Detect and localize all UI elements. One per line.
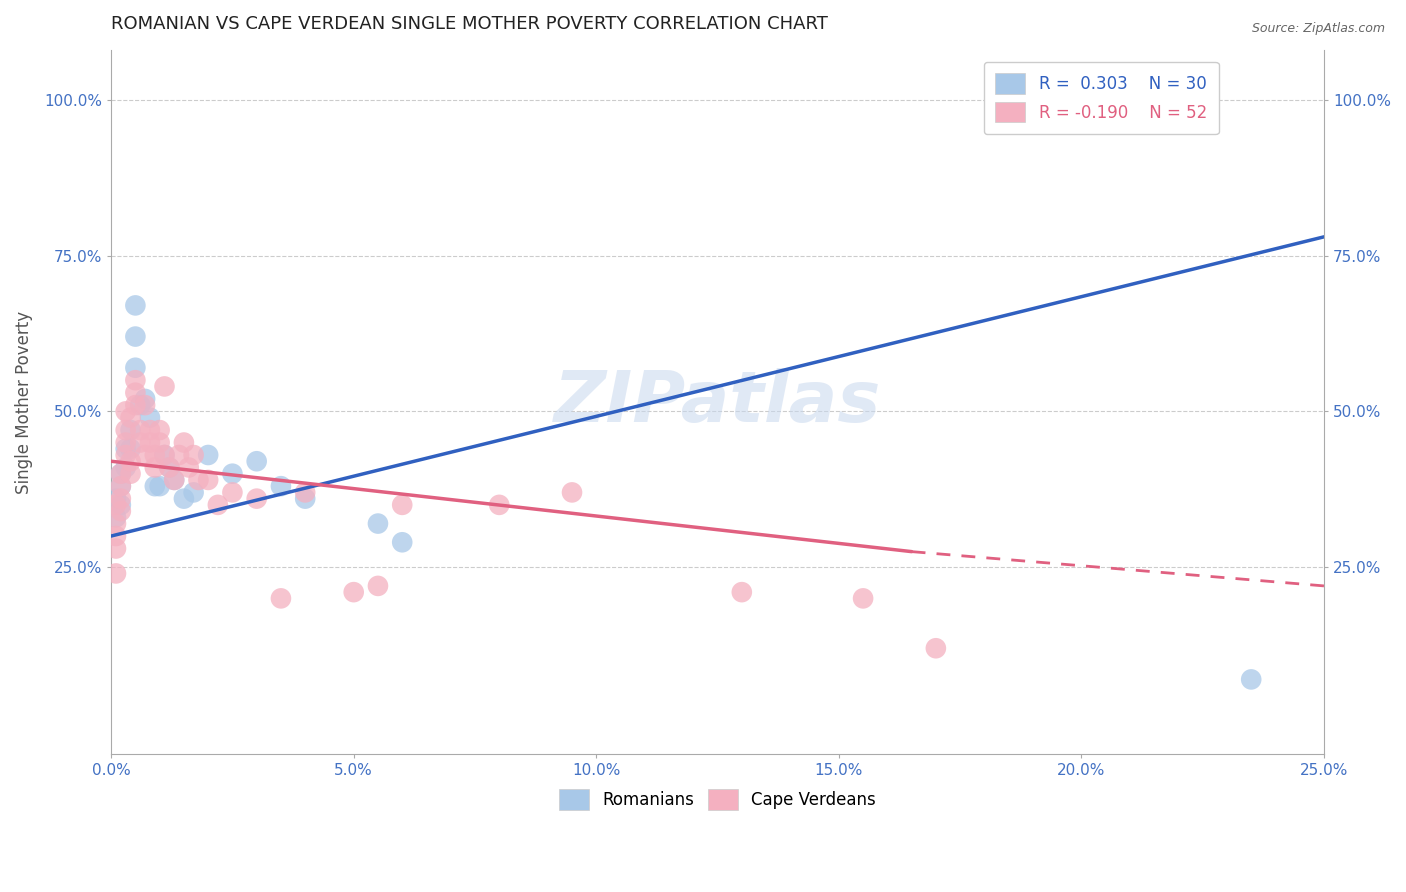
Text: Source: ZipAtlas.com: Source: ZipAtlas.com bbox=[1251, 22, 1385, 36]
Point bbox=[104, 510, 127, 524]
Point bbox=[139, 410, 162, 425]
Point bbox=[110, 479, 132, 493]
Point bbox=[104, 541, 127, 556]
Point bbox=[149, 423, 172, 437]
Point bbox=[852, 591, 875, 606]
Point bbox=[221, 485, 243, 500]
Point bbox=[270, 591, 292, 606]
Point bbox=[207, 498, 229, 512]
Point bbox=[270, 479, 292, 493]
Point bbox=[731, 585, 754, 599]
Point bbox=[246, 454, 269, 468]
Point bbox=[391, 498, 413, 512]
Point bbox=[163, 473, 186, 487]
Point bbox=[110, 498, 132, 512]
Point bbox=[124, 373, 146, 387]
Point bbox=[143, 460, 166, 475]
Point bbox=[143, 479, 166, 493]
Point bbox=[294, 485, 316, 500]
Text: ROMANIAN VS CAPE VERDEAN SINGLE MOTHER POVERTY CORRELATION CHART: ROMANIAN VS CAPE VERDEAN SINGLE MOTHER P… bbox=[111, 15, 828, 33]
Point bbox=[114, 442, 136, 456]
Point bbox=[197, 473, 219, 487]
Point bbox=[124, 398, 146, 412]
Point bbox=[167, 448, 190, 462]
Point bbox=[104, 498, 127, 512]
Point bbox=[114, 460, 136, 475]
Point bbox=[120, 410, 142, 425]
Point bbox=[157, 460, 180, 475]
Point bbox=[124, 329, 146, 343]
Point bbox=[110, 467, 132, 481]
Point bbox=[157, 460, 180, 475]
Point bbox=[134, 392, 156, 406]
Point bbox=[124, 360, 146, 375]
Point bbox=[177, 460, 200, 475]
Point bbox=[153, 379, 176, 393]
Point bbox=[925, 641, 948, 656]
Point bbox=[187, 473, 209, 487]
Point bbox=[183, 485, 205, 500]
Point bbox=[163, 473, 186, 487]
Point bbox=[104, 516, 127, 531]
Y-axis label: Single Mother Poverty: Single Mother Poverty bbox=[15, 310, 32, 493]
Point bbox=[114, 448, 136, 462]
Point bbox=[134, 398, 156, 412]
Point bbox=[110, 479, 132, 493]
Legend: Romanians, Cape Verdeans: Romanians, Cape Verdeans bbox=[553, 782, 883, 816]
Text: ZIPatlas: ZIPatlas bbox=[554, 368, 882, 436]
Point bbox=[139, 435, 162, 450]
Point bbox=[110, 467, 132, 481]
Point bbox=[114, 423, 136, 437]
Point bbox=[120, 423, 142, 437]
Point bbox=[129, 398, 152, 412]
Point bbox=[367, 516, 389, 531]
Point bbox=[343, 585, 366, 599]
Point bbox=[104, 566, 127, 581]
Point bbox=[367, 579, 389, 593]
Point bbox=[149, 479, 172, 493]
Point bbox=[114, 404, 136, 418]
Point bbox=[114, 435, 136, 450]
Point bbox=[561, 485, 583, 500]
Point bbox=[143, 448, 166, 462]
Point bbox=[104, 529, 127, 543]
Point bbox=[1240, 673, 1263, 687]
Point bbox=[124, 385, 146, 400]
Point bbox=[183, 448, 205, 462]
Point bbox=[110, 504, 132, 518]
Point bbox=[129, 423, 152, 437]
Point bbox=[134, 448, 156, 462]
Point bbox=[149, 435, 172, 450]
Point bbox=[197, 448, 219, 462]
Point bbox=[488, 498, 510, 512]
Point bbox=[294, 491, 316, 506]
Point bbox=[129, 435, 152, 450]
Point bbox=[246, 491, 269, 506]
Point bbox=[104, 491, 127, 506]
Point bbox=[120, 454, 142, 468]
Point bbox=[110, 491, 132, 506]
Point bbox=[120, 442, 142, 456]
Point bbox=[173, 491, 195, 506]
Point bbox=[221, 467, 243, 481]
Point bbox=[153, 448, 176, 462]
Point bbox=[120, 467, 142, 481]
Point bbox=[124, 298, 146, 312]
Point bbox=[153, 448, 176, 462]
Point bbox=[391, 535, 413, 549]
Point bbox=[173, 435, 195, 450]
Point bbox=[139, 423, 162, 437]
